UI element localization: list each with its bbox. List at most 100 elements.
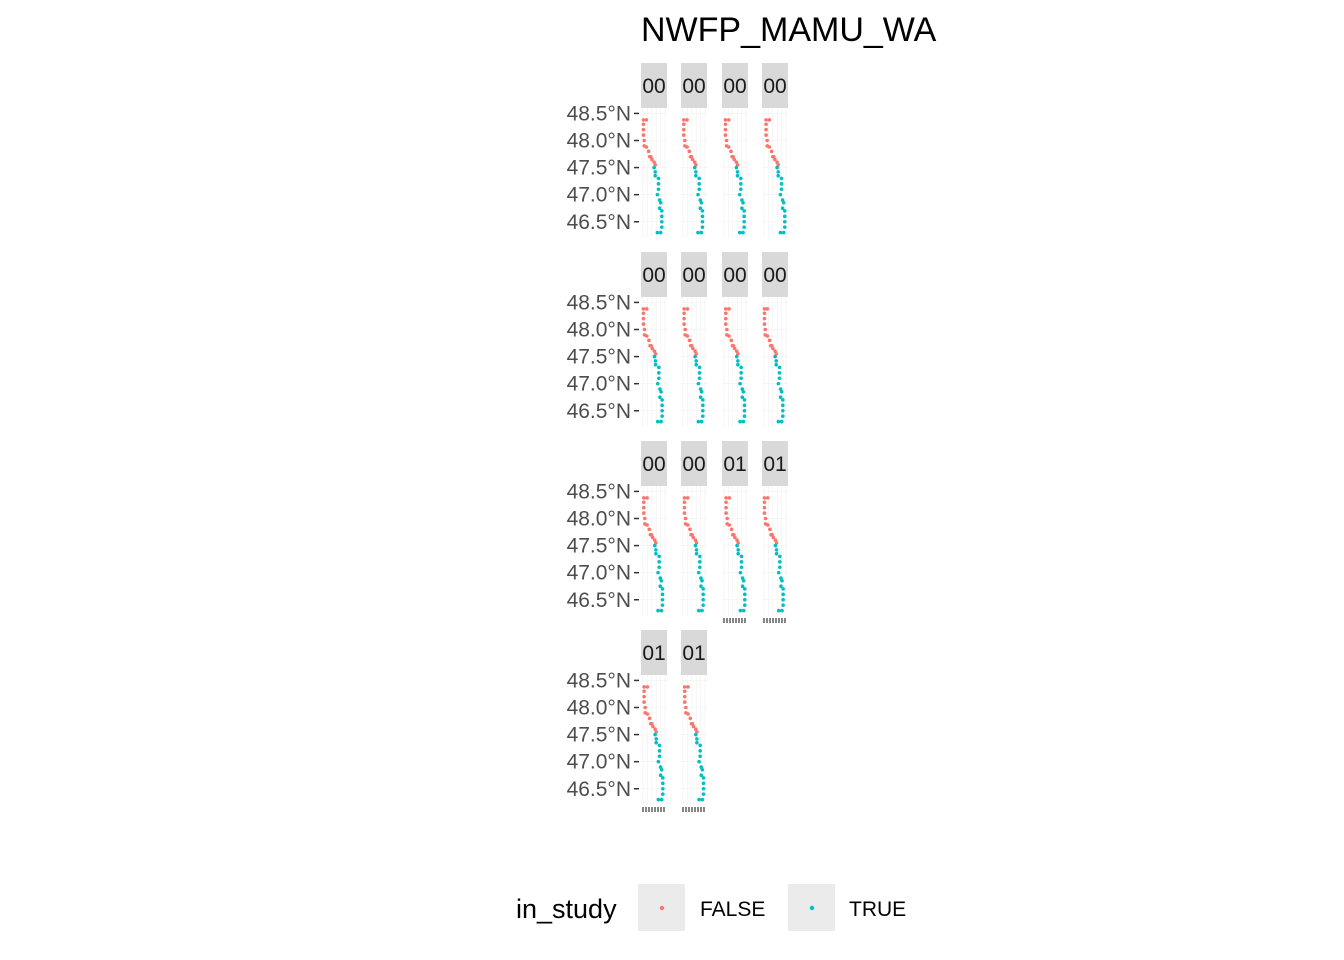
point-false	[682, 511, 687, 515]
facet-strip	[641, 630, 667, 675]
point-false	[682, 307, 686, 311]
point-false	[689, 154, 694, 159]
point-true	[696, 230, 700, 235]
facet-strip-label: 00	[723, 264, 746, 287]
point-true	[777, 376, 782, 381]
point-true	[698, 206, 703, 211]
point-false	[682, 311, 686, 316]
point-false	[690, 343, 694, 348]
point-true	[660, 225, 664, 229]
point-false	[764, 122, 768, 127]
point-true	[660, 398, 664, 402]
y-tick-label: 47.0°N	[567, 751, 631, 774]
point-true	[776, 570, 781, 575]
point-true	[699, 765, 704, 769]
point-true	[780, 578, 784, 583]
legend-label-false: FALSE	[700, 898, 765, 921]
point-true	[661, 776, 665, 780]
point-true	[735, 543, 739, 548]
point-true	[656, 608, 660, 613]
point-true	[742, 225, 746, 229]
point-false	[653, 163, 658, 167]
point-false	[767, 118, 772, 122]
point-true	[653, 173, 658, 178]
point-true	[701, 592, 705, 597]
point-true	[698, 198, 703, 202]
point-true	[778, 395, 783, 400]
point-false	[735, 163, 740, 167]
facet-panel: 01 48.5°N 48.0°N 47.5°N 47.0°N 46.5°N	[567, 630, 667, 812]
point-true	[693, 543, 698, 548]
point-false	[649, 154, 653, 159]
point-false	[682, 496, 687, 500]
point-true	[776, 608, 781, 613]
point-false	[686, 685, 690, 689]
point-false	[644, 307, 649, 311]
facet-strip-label: 01	[723, 453, 746, 476]
point-true	[736, 551, 740, 556]
point-false	[732, 157, 737, 162]
point-false	[685, 496, 690, 500]
point-false	[764, 118, 768, 122]
point-true	[697, 365, 702, 370]
point-true	[700, 797, 705, 802]
point-true	[694, 173, 698, 178]
point-true	[781, 603, 785, 607]
point-false	[641, 322, 646, 326]
point-false	[725, 516, 729, 521]
point-false	[724, 496, 728, 500]
facet-strip	[722, 63, 748, 108]
point-false	[762, 311, 767, 316]
facet-panel: 00 48.5°N 48.0°N 47.5°N 47.0°N 46.5°N	[567, 252, 667, 427]
point-true	[742, 587, 747, 591]
point-true	[652, 354, 657, 359]
legend-swatch-true	[809, 905, 815, 911]
point-false	[653, 352, 658, 356]
point-false	[641, 500, 646, 505]
point-false	[643, 516, 647, 521]
point-true	[740, 206, 744, 211]
facet-panel: 00	[762, 252, 788, 427]
point-true	[657, 565, 661, 570]
point-false	[682, 322, 686, 326]
point-true	[779, 389, 784, 394]
facet-strip-label: 00	[642, 264, 665, 287]
point-true	[655, 419, 660, 424]
point-true	[742, 214, 746, 219]
point-true	[660, 414, 664, 418]
point-false	[724, 500, 728, 505]
point-true	[660, 587, 665, 591]
point-true	[774, 551, 779, 556]
point-false	[641, 316, 646, 321]
point-true	[781, 403, 785, 408]
point-false	[681, 122, 686, 127]
facet-strip	[722, 441, 748, 486]
point-true	[778, 554, 782, 559]
point-true	[781, 230, 786, 235]
y-tick-label: 47.5°N	[567, 724, 631, 747]
point-true	[693, 732, 698, 737]
point-true	[699, 419, 704, 424]
point-true	[701, 786, 706, 791]
y-tick-label: 47.5°N	[567, 157, 631, 180]
point-true	[658, 773, 663, 778]
point-false	[682, 689, 687, 694]
point-false	[769, 149, 774, 154]
point-false	[694, 541, 699, 545]
y-tick-label: 46.5°N	[567, 589, 631, 612]
point-false	[654, 541, 658, 545]
point-true	[654, 737, 658, 741]
point-true	[742, 403, 747, 408]
point-true	[738, 419, 742, 424]
point-true	[657, 376, 661, 381]
point-false	[691, 724, 696, 729]
point-false	[775, 160, 779, 164]
point-false	[771, 154, 776, 159]
point-true	[741, 230, 745, 235]
point-true	[742, 414, 747, 418]
point-false	[688, 716, 693, 721]
point-true	[694, 359, 698, 363]
point-true	[656, 570, 660, 575]
point-false	[724, 138, 729, 143]
point-true	[696, 419, 701, 424]
